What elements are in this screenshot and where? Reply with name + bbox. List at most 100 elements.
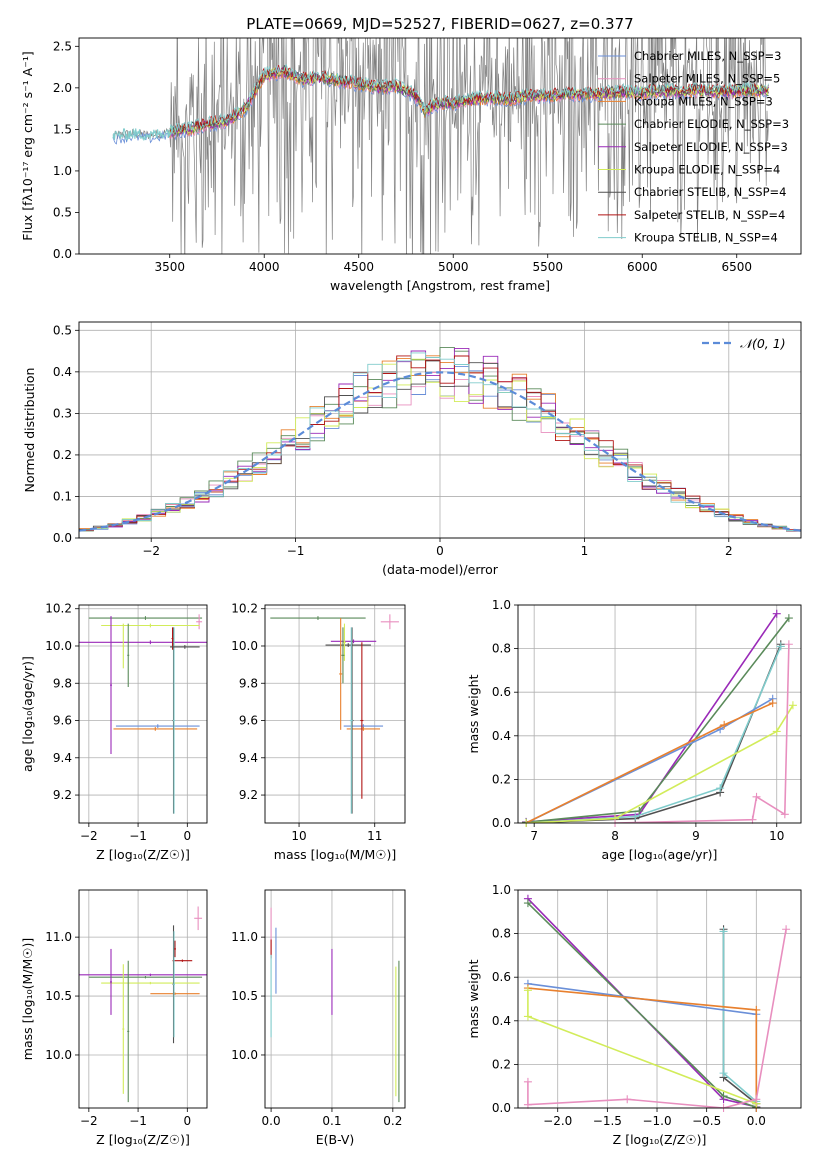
y-tick-label: 10.5: [231, 989, 258, 1003]
x-tick-label: 10: [769, 829, 784, 843]
x-tick-label: 0.1: [322, 1114, 341, 1128]
model-spectrum-line: [169, 65, 769, 133]
y-tick-label: 10.0: [45, 1048, 72, 1062]
legend-label: Salpeter MILES, N_SSP=5: [634, 72, 780, 86]
mass-weight-marker: [748, 815, 757, 824]
x-tick-label: −2: [80, 1114, 98, 1128]
x-tick-label: −1: [129, 1114, 147, 1128]
age-vs-metallicity-panel: −2 −1 0 9.2 9.4 9.6 9.8 10.0 10.2 Z [log₁₀(Z/Z☉)]…: [20, 602, 208, 862]
mass-vs-metallicity-panel: −2 −1 0 10.0 10.5 11.0 Z [log₁₀(Z/Z☉)] mass [lo…: [20, 889, 208, 1147]
y-tick-label: 0.2: [492, 1057, 511, 1071]
x-tick-label: 0: [436, 544, 444, 558]
mass-weight-marker: [523, 986, 532, 995]
y-tick-label: 0.6: [492, 685, 511, 699]
axes-frame: [78, 37, 802, 255]
legend-label: Kroupa ELODIE, N_SSP=4: [634, 163, 780, 177]
y-axis-label: mass weight: [466, 674, 481, 753]
y-tick-label: 0.1: [53, 489, 72, 503]
y-tick-label: 0.3: [53, 406, 72, 420]
mass-weight-marker: [784, 640, 793, 649]
y-tick-label: 0.8: [492, 927, 511, 941]
x-tick-label: 2: [725, 544, 733, 558]
y-axis-label: Flux [fλ10⁻¹⁷ erg cm⁻² s⁻¹ A⁻¹]: [20, 51, 35, 240]
y-tick-label: 10.2: [45, 602, 72, 616]
model-spectrum-line: [169, 68, 769, 139]
legend-label: Salpeter ELODIE, N_SSP=3: [634, 140, 788, 154]
mass-weight-marker: [719, 927, 728, 936]
x-tick-label: 10: [291, 829, 306, 843]
legend-label: Chabrier ELODIE, N_SSP=3: [634, 117, 789, 131]
y-tick-label: 10.2: [231, 602, 258, 616]
x-axis-label: Z [log₁₀(Z/Z☉)]: [96, 847, 190, 862]
mass-weight-line: [526, 704, 794, 823]
residuals-panel: −2 −1 0 1 2 0.0 0.1 0.2 0.3 0.4 0.5 (data-model)/er…: [22, 321, 802, 577]
y-tick-label: 0.6: [492, 970, 511, 984]
legend-label: Kroupa MILES, N_SSP=3: [634, 94, 773, 108]
y-tick-label: 9.6: [53, 714, 72, 728]
x-tick-label: −1: [287, 544, 305, 558]
y-axis-label: mass [log₁₀(M/M☉)]: [20, 938, 35, 1060]
y-tick-label: 0.2: [492, 772, 511, 786]
mass-weight-marker: [719, 1092, 728, 1101]
y-tick-label: 0.8: [492, 642, 511, 656]
y-axis-label: Normed distribution: [22, 368, 37, 493]
y-tick-label: 9.6: [239, 714, 258, 728]
legend-label: 𝒩(0, 1): [740, 336, 786, 351]
mass-weight-marker: [716, 784, 725, 793]
mass-weight-marker: [788, 701, 797, 710]
x-tick-label: −1.5: [593, 1114, 622, 1128]
y-tick-label: 2.0: [53, 81, 72, 95]
figure-title: PLATE=0669, MJD=52527, FIBERID=0627, z=0…: [246, 15, 633, 33]
x-tick-label: −2.0: [543, 1114, 572, 1128]
mass-weight-marker: [752, 1095, 761, 1104]
x-axis-label: mass [log₁₀(M/M☉)]: [274, 847, 396, 862]
model-spectrum-line: [169, 64, 769, 133]
x-tick-label: 9: [692, 829, 700, 843]
x-tick-label: 6000: [627, 260, 658, 274]
mass-weight-marker: [523, 1100, 532, 1109]
x-tick-label: 0.2: [383, 1114, 402, 1128]
mass-weight-marker: [635, 807, 644, 816]
x-tick-label: 4000: [249, 260, 280, 274]
y-tick-label: 2.5: [53, 39, 72, 53]
y-tick-label: 9.2: [239, 788, 258, 802]
mass-weight-marker: [719, 1069, 728, 1078]
mass-weight-marker: [768, 699, 777, 708]
x-tick-label: −1.0: [642, 1114, 671, 1128]
y-tick-label: 1.0: [492, 883, 511, 897]
observed-spectrum-line: [112, 38, 769, 254]
x-tick-label: 0: [183, 829, 191, 843]
mass-weight-marker: [782, 925, 791, 934]
y-tick-label: 9.4: [239, 751, 258, 765]
mass-weight-marker: [720, 720, 729, 729]
y-tick-label: 9.4: [53, 751, 72, 765]
axes-frame: [78, 889, 208, 1109]
y-tick-label: 10.0: [231, 1048, 258, 1062]
x-axis-label: age [log₁₀(age/yr)]: [602, 847, 718, 862]
y-tick-label: 1.5: [53, 122, 72, 136]
mass-weight-line: [527, 982, 758, 1108]
mass-weight-marker: [523, 899, 532, 908]
y-tick-label: 0.2: [53, 448, 72, 462]
mass-weight-vs-age-panel: 7 8 9 10 0.0 0.2 0.4 0.6 0.8 1.0 age [log₁₀(age/yr…: [466, 598, 802, 862]
mass-weight-marker: [772, 727, 781, 736]
x-tick-label: −2: [80, 829, 98, 843]
x-tick-label: −1: [129, 829, 147, 843]
y-axis-label: age [log₁₀(age/yr)]: [20, 656, 35, 772]
model-spectrum-blue-segment: [112, 126, 174, 142]
legend-label: Chabrier STELIB, N_SSP=4: [634, 185, 786, 199]
y-tick-label: 0.4: [53, 365, 72, 379]
y-axis-label: mass weight: [466, 959, 481, 1038]
x-tick-label: −2: [142, 544, 160, 558]
axes-frame: [264, 604, 406, 824]
x-tick-label: 7: [530, 829, 538, 843]
x-tick-label: 3500: [154, 260, 185, 274]
x-axis-label: (data-model)/error: [382, 562, 499, 577]
age-vs-mass-panel: 10 11 9.2 9.4 9.6 9.8 10.0 10.2 mass [log₁₀(M/M☉…: [231, 602, 406, 862]
y-tick-label: 10.5: [45, 989, 72, 1003]
axes-frame: [264, 889, 406, 1109]
mass-weight-marker: [623, 1095, 632, 1104]
y-tick-label: 0.0: [492, 1101, 511, 1115]
x-tick-label: 6500: [721, 260, 752, 274]
